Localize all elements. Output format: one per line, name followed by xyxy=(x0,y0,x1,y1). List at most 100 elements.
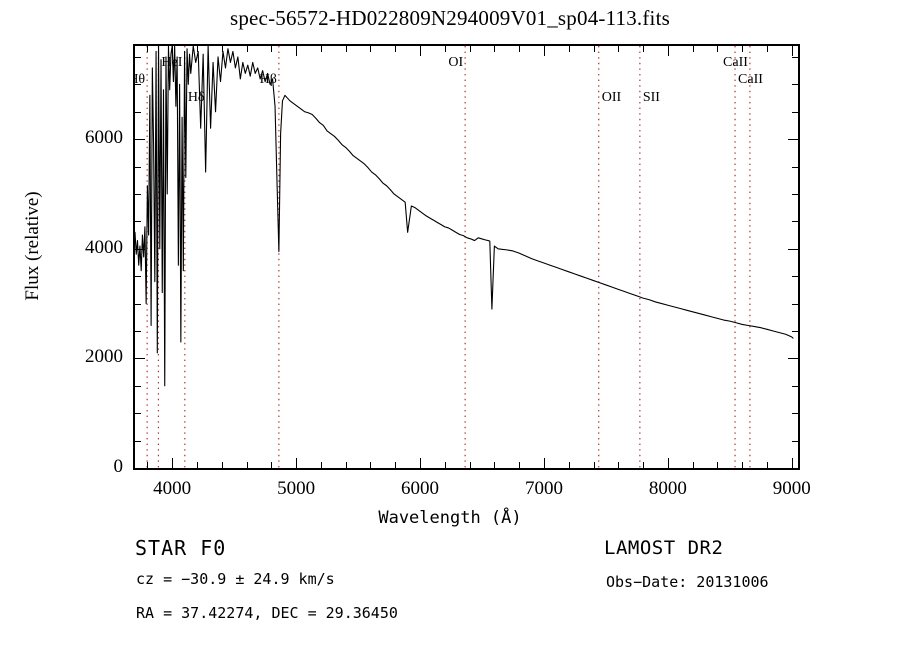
axis-tick xyxy=(792,440,798,442)
marker-label: OI xyxy=(448,55,464,70)
axis-tick xyxy=(692,462,694,468)
axis-tick xyxy=(135,221,141,223)
x-tick-label: 8000 xyxy=(648,478,687,499)
axis-tick xyxy=(618,46,620,52)
survey-name: LAMOST DR2 xyxy=(604,537,724,559)
axis-tick xyxy=(788,248,798,250)
axis-tick xyxy=(667,458,669,468)
axis-tick xyxy=(420,46,422,56)
axis-tick xyxy=(345,462,347,468)
axis-tick xyxy=(221,46,223,52)
axis-tick xyxy=(135,440,141,442)
observation-date: Obs−Date: 20131006 xyxy=(606,573,769,591)
axis-tick xyxy=(135,248,145,250)
axis-tick xyxy=(395,462,397,468)
axis-tick xyxy=(135,111,141,113)
marker-label: Hδ xyxy=(187,90,205,105)
axis-tick xyxy=(791,458,793,468)
marker-label: CaII xyxy=(738,72,763,87)
axis-tick xyxy=(742,462,744,468)
y-tick-label: 2000 xyxy=(85,346,123,368)
spectrum-trace xyxy=(135,46,794,387)
marker-label: CaII xyxy=(723,55,748,70)
axis-tick xyxy=(792,193,798,195)
axis-tick xyxy=(792,84,798,86)
y-tick-label: 6000 xyxy=(85,127,123,149)
axis-tick xyxy=(296,46,298,56)
axis-tick xyxy=(792,166,798,168)
axis-tick xyxy=(135,413,141,415)
axis-tick xyxy=(147,46,149,52)
axis-tick xyxy=(246,462,248,468)
axis-tick xyxy=(788,139,798,141)
axis-tick xyxy=(320,46,322,52)
axis-tick xyxy=(717,462,719,468)
x-tick-label: 5000 xyxy=(277,478,316,499)
axis-tick xyxy=(568,46,570,52)
marker-label: HeI xyxy=(161,55,183,70)
axis-tick xyxy=(519,46,521,52)
axis-tick xyxy=(370,46,372,52)
axis-tick xyxy=(469,46,471,52)
axis-tick xyxy=(147,462,149,468)
axis-tick xyxy=(135,385,141,387)
axis-tick xyxy=(792,221,798,223)
axis-tick xyxy=(792,330,798,332)
axis-tick xyxy=(221,462,223,468)
x-axis-title: Wavelength (Å) xyxy=(378,508,522,528)
y-tick-label: 0 xyxy=(113,456,124,477)
x-tick-label: 6000 xyxy=(401,478,440,499)
axis-tick xyxy=(692,46,694,52)
y-axis-title: Flux (relative) xyxy=(22,191,43,301)
axis-tick xyxy=(792,413,798,415)
axis-tick xyxy=(172,46,174,56)
axis-tick xyxy=(135,276,141,278)
axis-tick xyxy=(618,462,620,468)
axis-tick xyxy=(767,462,769,468)
axis-tick xyxy=(320,462,322,468)
axis-tick xyxy=(135,139,145,141)
axis-tick xyxy=(593,46,595,52)
marker-label: Hθ xyxy=(135,72,146,87)
axis-tick xyxy=(792,303,798,305)
coordinates: RA = 37.42274, DEC = 29.36450 xyxy=(136,604,398,622)
page-title: spec-56572-HD022809N294009V01_sp04-113.f… xyxy=(229,6,671,30)
marker-label: OII xyxy=(601,90,622,105)
x-tick-label: 7000 xyxy=(524,478,563,499)
axis-tick xyxy=(420,458,422,468)
axis-tick xyxy=(395,46,397,52)
axis-tick xyxy=(246,46,248,52)
axis-tick xyxy=(271,462,273,468)
axis-tick xyxy=(196,46,198,52)
axis-tick xyxy=(135,166,141,168)
y-tick-label: 4000 xyxy=(85,236,123,258)
axis-tick xyxy=(444,462,446,468)
axis-tick xyxy=(792,111,798,113)
axis-tick xyxy=(593,462,595,468)
axis-tick xyxy=(296,458,298,468)
spectrum-plot: Hθ HeI Hδ Hβ OI OII SII CaII CaII xyxy=(133,44,800,470)
axis-tick xyxy=(135,330,141,332)
axis-tick xyxy=(667,46,669,56)
axis-tick xyxy=(792,56,798,58)
radial-velocity: cz = −30.9 ± 24.9 km/s xyxy=(136,570,335,588)
axis-tick xyxy=(792,276,798,278)
axis-tick xyxy=(370,462,372,468)
axis-tick xyxy=(135,84,141,86)
object-class: STAR F0 xyxy=(135,536,227,560)
axis-tick xyxy=(792,385,798,387)
axis-tick xyxy=(767,46,769,52)
axis-tick xyxy=(444,46,446,52)
axis-tick xyxy=(742,46,744,52)
axis-tick xyxy=(791,46,793,56)
marker-line-group xyxy=(146,46,751,468)
axis-tick xyxy=(543,46,545,56)
axis-tick xyxy=(345,46,347,52)
axis-tick xyxy=(135,56,141,58)
marker-label: SII xyxy=(642,90,660,105)
axis-tick xyxy=(717,46,719,52)
axis-tick xyxy=(135,193,141,195)
x-tick-label: 4000 xyxy=(153,478,192,499)
axis-tick xyxy=(469,462,471,468)
axis-tick xyxy=(135,303,141,305)
